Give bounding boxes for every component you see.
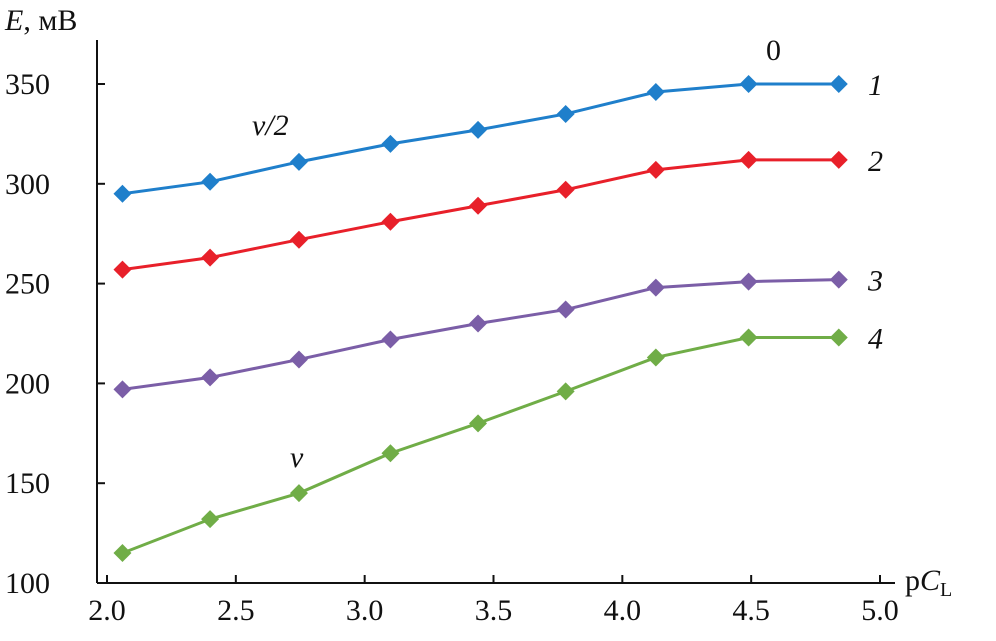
data-point	[289, 230, 308, 249]
data-point	[469, 314, 488, 333]
y-tick-label: 150	[5, 467, 50, 500]
data-point	[739, 150, 758, 169]
data-point	[829, 75, 848, 93]
data-point	[646, 82, 665, 101]
series-4: 4	[113, 322, 883, 563]
data-point	[646, 348, 665, 367]
data-point	[381, 444, 400, 463]
x-tick-label: 2.5	[217, 594, 255, 627]
data-point	[556, 300, 575, 319]
data-point	[381, 134, 400, 153]
x-tick-label: 4.0	[604, 594, 642, 627]
data-point	[469, 120, 488, 139]
data-point	[556, 104, 575, 123]
data-point	[739, 75, 758, 93]
y-tick-label: 100	[5, 567, 50, 600]
annotation-zero: 0	[766, 34, 781, 67]
x-tick-label: 2.0	[88, 594, 126, 627]
series-2: 2	[113, 145, 883, 279]
data-point	[829, 270, 848, 289]
data-point	[113, 380, 132, 399]
data-point	[556, 180, 575, 199]
series-line	[122, 278, 839, 391]
y-axis-label: E, мВ	[4, 4, 77, 37]
x-tick-label: 3.0	[346, 594, 384, 627]
axes	[96, 40, 895, 584]
x-tick-label: 5.0	[861, 594, 899, 627]
series-line	[121, 335, 839, 555]
y-tick-label: 200	[5, 367, 50, 400]
x-axis-label: pCL	[905, 564, 952, 601]
data-point	[381, 212, 400, 231]
data-point	[829, 328, 848, 347]
annotation-v-half: v/2	[252, 109, 289, 142]
data-point	[381, 330, 400, 349]
series-1: 1	[113, 69, 883, 203]
y-tick-label: 250	[5, 268, 50, 301]
data-point	[289, 484, 308, 503]
data-point	[289, 152, 308, 171]
data-point	[289, 350, 308, 369]
series-label: 2	[868, 145, 883, 178]
data-point	[113, 184, 132, 203]
data-point	[646, 278, 665, 297]
data-point	[201, 368, 220, 387]
annotation-v: v	[290, 441, 304, 474]
series-line	[122, 82, 839, 196]
data-point	[113, 544, 132, 563]
series-3: 3	[113, 265, 883, 399]
data-point	[201, 248, 220, 267]
x-tick-label: 4.5	[732, 594, 770, 627]
data-point	[113, 260, 132, 279]
data-point	[829, 150, 848, 169]
y-tick-label: 350	[5, 68, 50, 101]
x-tick-label: 3.5	[475, 594, 513, 627]
data-point	[469, 196, 488, 215]
data-point	[469, 414, 488, 433]
data-point	[646, 160, 665, 179]
series-label: 3	[867, 265, 883, 298]
data-point	[201, 510, 220, 529]
data-point	[739, 328, 758, 347]
data-point	[201, 172, 220, 191]
y-tick-label: 300	[5, 168, 50, 201]
data-point	[556, 382, 575, 401]
series-label: 1	[868, 69, 883, 102]
data-point	[739, 272, 758, 291]
series-label: 4	[868, 322, 883, 355]
